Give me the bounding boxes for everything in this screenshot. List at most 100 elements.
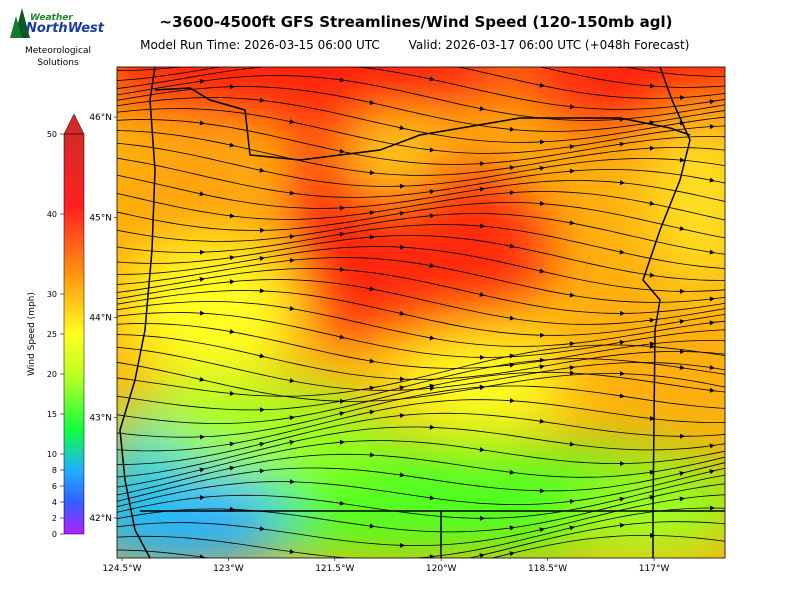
streamline-arrow	[289, 415, 295, 421]
streamline-arrow	[199, 310, 205, 316]
streamline-arrow	[259, 167, 265, 173]
streamline-arrow	[709, 505, 715, 511]
streamline-arrow	[619, 141, 625, 147]
streamline-arrow	[199, 376, 205, 382]
streamline-arrow	[539, 139, 545, 145]
streamline-arrow	[259, 526, 265, 532]
streamline-arrow	[199, 495, 205, 501]
streamline-arrow	[229, 329, 235, 334]
streamline-arrow	[679, 288, 685, 294]
streamline-arrow	[369, 452, 375, 458]
streamline-arrow	[339, 439, 345, 445]
streamline	[117, 371, 725, 425]
streamline-arrow	[479, 186, 485, 192]
streamline-arrow	[259, 468, 265, 474]
title: ~3600-4500ft GFS Streamlines/Wind Speed …	[160, 13, 673, 31]
streamline-arrow	[339, 411, 345, 417]
streamline-arrow	[679, 365, 685, 371]
streamline-arrow	[569, 370, 575, 376]
streamline-arrow	[569, 144, 575, 150]
streamline-arrow	[199, 434, 205, 440]
streamline-arrow	[709, 177, 715, 183]
streamline-arrow	[289, 190, 295, 196]
streamline-arrow	[229, 84, 235, 90]
streamline-arrow	[709, 364, 715, 370]
colorbar-tick-label: 0	[52, 530, 57, 539]
streamline	[490, 535, 725, 558]
streamline-arrow	[709, 124, 715, 130]
streamline	[117, 130, 725, 176]
streamline-arrow	[199, 120, 205, 126]
colorbar-tick-label: 6	[52, 482, 57, 491]
x-tick-label: 120°W	[426, 564, 457, 574]
streamline-arrow	[569, 220, 575, 226]
streamline	[117, 474, 725, 519]
streamline-arrow	[429, 76, 435, 82]
streamline-arrow	[289, 440, 295, 445]
streamline-arrow	[539, 268, 545, 274]
streamline-arrow	[569, 525, 575, 531]
streamline	[117, 257, 725, 303]
streamline	[117, 174, 725, 209]
streamline-arrow	[369, 358, 375, 364]
streamline-arrow	[569, 104, 575, 110]
y-tick-label: 45°N	[89, 213, 112, 223]
streamline-arrow	[509, 243, 515, 249]
streamline-arrow	[479, 291, 485, 297]
streamline-arrow	[259, 227, 265, 233]
streamline	[117, 75, 725, 121]
streamline-arrow	[539, 488, 545, 494]
streamline-arrow	[200, 54, 205, 59]
streamline-arrow	[679, 95, 685, 101]
y-tick-label: 43°N	[89, 414, 112, 424]
streamline-arrow	[649, 343, 655, 349]
streamline-arrow	[229, 441, 235, 447]
map-frame	[116, 66, 726, 559]
streamline-arrow	[509, 398, 515, 404]
streamline-arrow	[369, 409, 375, 415]
streamline-arrow	[479, 553, 485, 558]
streamline-arrow	[649, 272, 655, 278]
streamline-arrow	[509, 57, 515, 63]
streamline-arrow	[569, 341, 575, 347]
streamline-arrow	[429, 147, 435, 153]
x-tick-label: 123°W	[213, 564, 244, 574]
streamline-arrow	[569, 168, 575, 174]
streamline	[117, 279, 725, 325]
streamline	[117, 268, 725, 314]
streamline-arrow	[230, 577, 236, 583]
colorbar-tick-label: 40	[47, 210, 57, 219]
streamline	[117, 344, 725, 397]
streamline-arrow	[429, 495, 435, 501]
streamline-arrow	[229, 213, 235, 219]
streamline	[117, 213, 725, 255]
streamline-arrow	[619, 249, 625, 255]
streamline-arrow	[649, 145, 655, 151]
y-tick-label: 44°N	[89, 314, 112, 324]
streamline-arrow	[429, 263, 435, 268]
streamline	[117, 346, 725, 391]
streamline-arrow	[679, 471, 685, 477]
streamline-arrow	[619, 522, 625, 528]
logo-text: NorthWest	[26, 21, 105, 36]
streamline-arrow	[399, 210, 405, 216]
streamline-arrow	[709, 99, 715, 105]
streamline-arrow	[259, 288, 265, 294]
streamline-arrow	[259, 353, 265, 359]
streamline-arrow	[509, 469, 515, 475]
streamline-arrow	[619, 461, 625, 467]
streamline-arrow	[709, 296, 715, 302]
streamline-arrow	[259, 441, 265, 447]
streamline-arrow	[229, 465, 235, 471]
streamline-arrow	[289, 234, 295, 240]
x-tick-label: 118.5°W	[528, 564, 567, 574]
streamline	[117, 426, 725, 478]
streamline-arrow	[709, 443, 715, 449]
streamline-arrow	[370, 580, 376, 586]
streamline-arrow	[399, 385, 405, 391]
streamline-arrow	[369, 210, 375, 216]
streamline-arrow	[479, 161, 485, 167]
streamline-arrow	[199, 554, 205, 558]
streamline-arrow	[569, 365, 575, 371]
colorbar-tick-label: 15	[47, 410, 57, 419]
